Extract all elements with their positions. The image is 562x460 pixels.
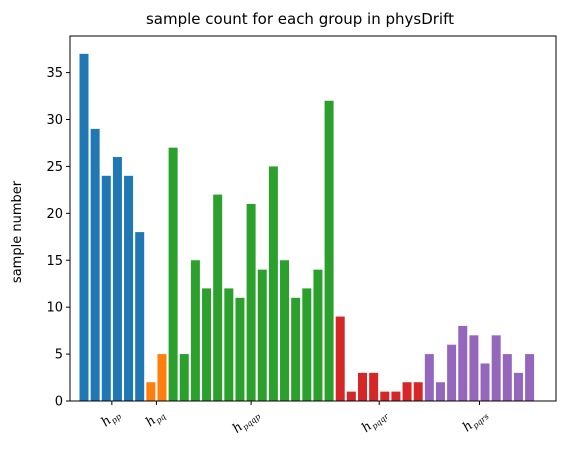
bar-pqrs-1	[435, 382, 445, 401]
bar-pqqr-7	[413, 382, 423, 401]
x-axis-ticks: hpp hpq hpqqp hpqqr hpqrs	[99, 401, 491, 437]
plot-frame	[69, 35, 557, 402]
bar-pqrs-3	[458, 325, 468, 401]
bar-pqrs-6	[491, 335, 501, 401]
bar-pqrs-5	[480, 363, 490, 401]
bar-pqqr-5	[391, 391, 401, 401]
chart-title: sample count for each group in physDrift	[146, 10, 454, 28]
y-tick-label-30: 30	[46, 113, 63, 128]
bar-pqqr-4	[380, 391, 390, 401]
bar-pqqp-0	[168, 147, 178, 401]
bar-pq-1	[157, 354, 167, 401]
bar-pqqp-8	[257, 269, 267, 401]
bar-pqqp-4	[213, 194, 223, 401]
bar-pqrs-2	[447, 344, 457, 401]
bar-pqrs-0	[424, 354, 434, 401]
y-axis-label: sample number	[10, 180, 25, 283]
bar-pqqp-9	[268, 166, 278, 401]
bar-pqqr-6	[402, 382, 412, 401]
y-tick-label-10: 10	[46, 301, 63, 316]
y-tick-label-15: 15	[46, 254, 63, 269]
x-tick-label-pqqp: hpqqp	[230, 407, 262, 438]
y-axis-ticks: 0 5 10 15 20 25 30 35	[46, 66, 70, 410]
bar-pqqr-1	[346, 391, 356, 401]
bar-pqqp-7	[246, 203, 256, 401]
y-tick-label-20: 20	[46, 207, 63, 222]
bar-pqqp-10	[280, 260, 290, 401]
y-tick-label-25: 25	[46, 160, 63, 175]
bar-pqqr-2	[358, 372, 367, 401]
bar-pqqp-13	[313, 269, 323, 401]
bar-pp-0	[79, 53, 89, 401]
bar-pqqp-1	[179, 354, 189, 401]
y-tick-label-35: 35	[46, 66, 63, 81]
bar-pqrs-8	[513, 372, 523, 401]
x-tick-label-pqrs: hpqrs	[460, 407, 491, 436]
bar-pp-3	[112, 157, 122, 401]
bar-pqqp-5	[224, 288, 234, 401]
bar-pqqp-2	[190, 260, 200, 401]
bar-pp-4	[124, 175, 134, 401]
bar-pqqr-0	[335, 316, 345, 401]
x-tick-label-pp: hpp	[99, 407, 124, 431]
y-tick-label-0: 0	[55, 395, 63, 410]
bar-pqqp-12	[302, 288, 312, 401]
bars-layer	[79, 53, 535, 402]
bar-pqrs-7	[502, 354, 512, 401]
bar-pqqp-14	[324, 100, 334, 402]
bar-pqrs-9	[525, 354, 535, 401]
bar-pqqr-3	[369, 372, 379, 401]
bar-pqqp-3	[202, 288, 212, 401]
bar-pqqp-11	[291, 297, 301, 401]
bar-pp-5	[135, 232, 145, 401]
bar-pqqp-6	[235, 297, 245, 401]
x-tick-label-pq: hpq	[143, 407, 168, 431]
bar-pp-1	[90, 128, 100, 401]
x-tick-label-pqqr: hpqqr	[359, 406, 391, 437]
bar-pqrs-4	[469, 335, 479, 401]
y-tick-label-5: 5	[55, 348, 63, 363]
bar-pp-2	[101, 175, 111, 401]
bar-pq-0	[146, 382, 156, 401]
